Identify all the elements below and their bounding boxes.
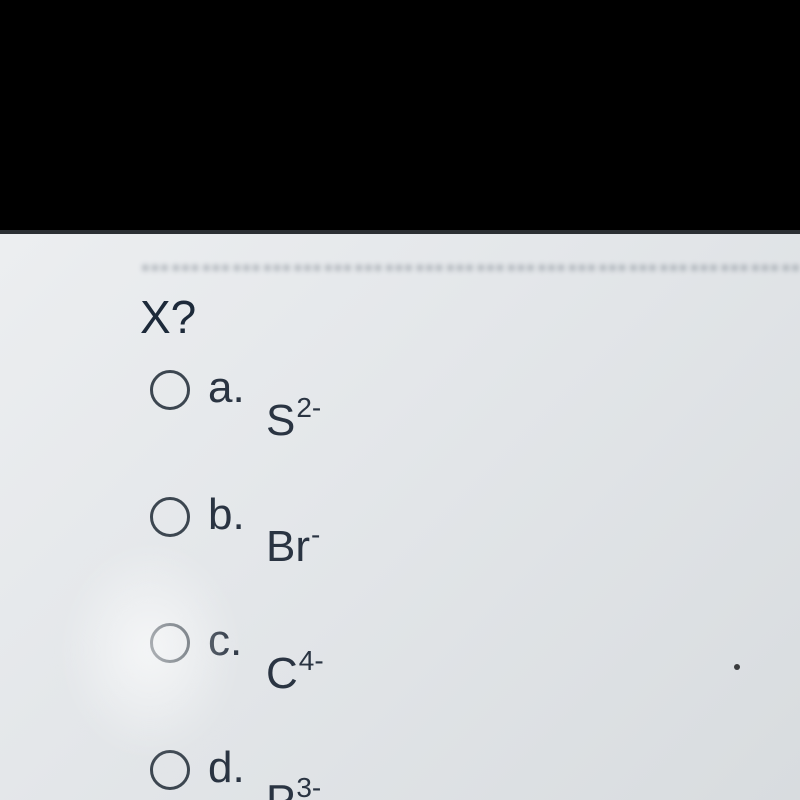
quiz-content-area: ……………………………………………………………………………… X? a. S2-…: [0, 230, 800, 800]
screenshot-frame: ……………………………………………………………………………… X? a. S2-…: [0, 0, 800, 800]
option-a-row: a. S2-: [150, 364, 323, 443]
option-a-sup: 2-: [296, 392, 321, 423]
option-c-base: C: [266, 652, 298, 696]
option-a-base: S: [266, 399, 295, 443]
option-c-radio[interactable]: [150, 623, 190, 663]
option-b-base: Br: [266, 525, 310, 569]
option-c-sup: 4-: [299, 645, 324, 676]
option-b-label: b.: [208, 491, 262, 537]
option-d-label: d.: [208, 744, 262, 790]
option-b-content: Br-: [266, 491, 319, 570]
option-d-base: P: [266, 779, 295, 800]
option-c-row: c. C4-: [150, 617, 323, 696]
option-d-row: d. P3-: [150, 744, 323, 800]
option-c-label: c.: [208, 617, 262, 663]
options-list: a. S2- b. Br- c. C4-: [150, 364, 323, 800]
option-d-content: P3-: [266, 744, 320, 800]
option-c-content: C4-: [266, 617, 323, 696]
question-stem-cutoff: ………………………………………………………………………………: [140, 244, 800, 280]
option-a-radio[interactable]: [150, 370, 190, 410]
option-a-content: S2-: [266, 364, 320, 443]
option-d-sup: 3-: [296, 772, 321, 800]
top-black-bar: [0, 0, 800, 230]
option-b-sup: -: [311, 519, 320, 550]
dust-speck: [734, 664, 740, 670]
option-a-label: a.: [208, 364, 262, 410]
option-b-radio[interactable]: [150, 497, 190, 537]
option-b-row: b. Br-: [150, 491, 323, 570]
question-stem-tail: X?: [140, 290, 196, 344]
option-d-radio[interactable]: [150, 750, 190, 790]
